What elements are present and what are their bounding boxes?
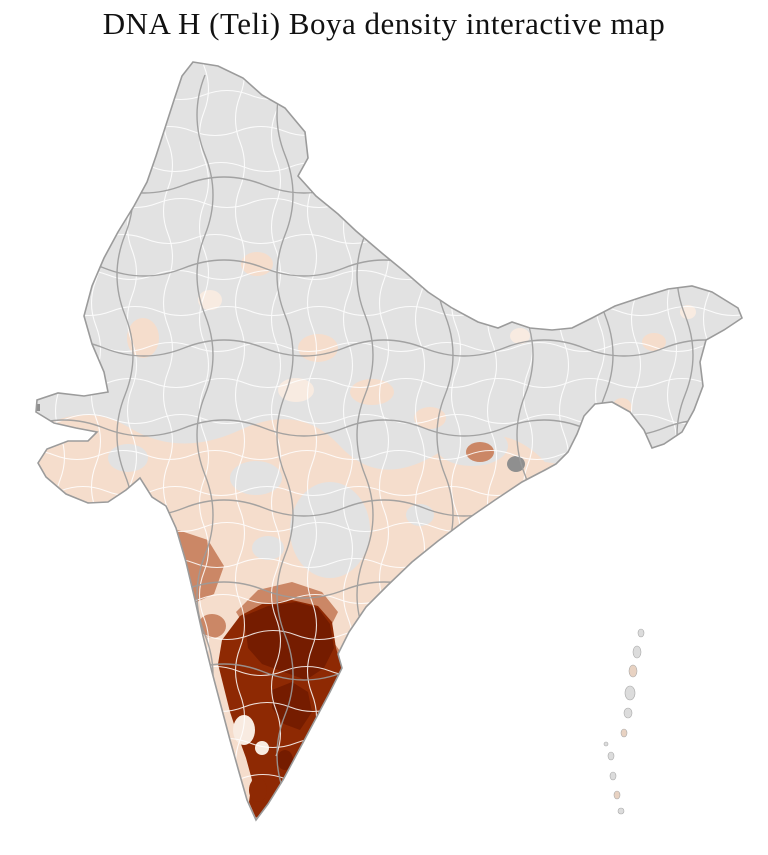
district-patch[interactable]	[108, 444, 148, 472]
district-patch[interactable]	[127, 318, 159, 358]
page-title: DNA H (Teli) Boya density interactive ma…	[102, 6, 666, 41]
district-patch[interactable]	[642, 333, 666, 351]
district-patch[interactable]	[350, 379, 394, 405]
island[interactable]	[613, 790, 621, 800]
district-patch[interactable]	[233, 715, 255, 745]
district-patch[interactable]	[230, 461, 282, 495]
island[interactable]	[632, 645, 642, 659]
region-andaman-nicobar-islands[interactable]	[603, 628, 645, 815]
island[interactable]	[607, 751, 615, 761]
region-core-boya-belt[interactable]	[244, 602, 334, 680]
island[interactable]	[628, 664, 638, 678]
district-patch[interactable]	[510, 328, 530, 344]
island[interactable]	[617, 807, 625, 815]
district-patch[interactable]	[298, 334, 338, 362]
district-patch[interactable]	[249, 778, 267, 802]
island[interactable]	[609, 771, 617, 781]
district-patch[interactable]	[241, 252, 273, 276]
very-high-density-cores	[244, 602, 334, 802]
district-patch[interactable]	[252, 536, 284, 560]
region-central-india-belt[interactable]	[24, 414, 760, 855]
district-patch-dark[interactable]	[30, 404, 40, 411]
region-core-boya-belt-south[interactable]	[272, 682, 312, 730]
district-patch[interactable]	[277, 750, 293, 770]
island[interactable]	[620, 728, 628, 738]
district-patch[interactable]	[680, 305, 696, 319]
district-patch[interactable]	[255, 741, 269, 755]
scattered-low-density-districts	[127, 252, 696, 429]
island[interactable]	[623, 707, 633, 719]
island[interactable]	[603, 741, 609, 747]
island[interactable]	[637, 628, 645, 638]
island[interactable]	[624, 685, 636, 701]
